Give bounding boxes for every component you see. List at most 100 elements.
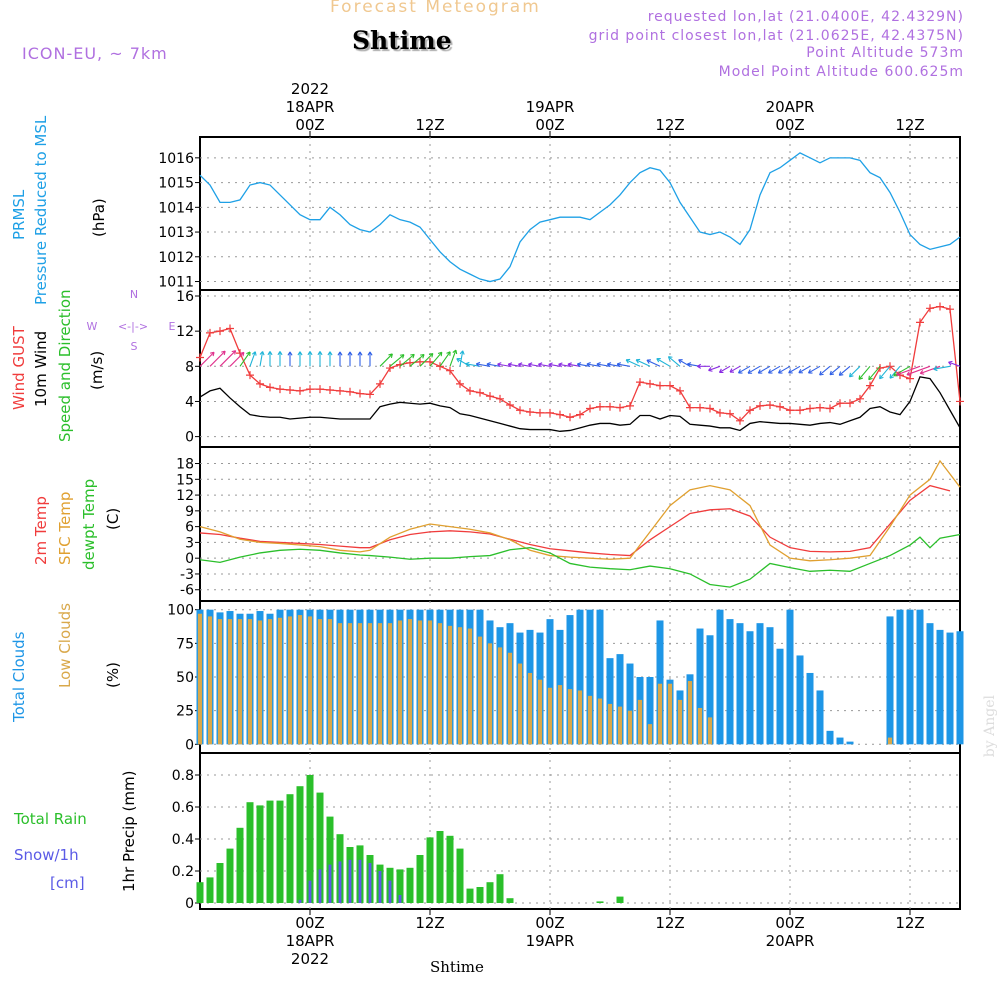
top-time-label: 20APR bbox=[766, 98, 815, 116]
top-time-label: 12Z bbox=[655, 116, 684, 134]
bar-low-clouds bbox=[397, 620, 403, 745]
gust-marker bbox=[286, 386, 294, 395]
wind-arrow-head bbox=[757, 369, 763, 374]
wind-arrow bbox=[849, 365, 861, 378]
gust-marker bbox=[576, 410, 584, 419]
gust-marker bbox=[446, 366, 454, 375]
wind-arrow-head bbox=[548, 362, 553, 368]
bar-total-rain bbox=[316, 792, 324, 903]
gust-marker bbox=[886, 362, 894, 371]
wind-arrow bbox=[896, 365, 921, 376]
gust-marker bbox=[266, 383, 274, 392]
bar-snow-1h bbox=[388, 880, 392, 903]
wind-arrow-head bbox=[838, 371, 844, 376]
bar-low-clouds bbox=[197, 613, 203, 745]
wind-arrow bbox=[229, 351, 245, 367]
bar-total-clouds bbox=[816, 690, 824, 745]
bar-total-clouds bbox=[736, 623, 744, 745]
wind-arrow bbox=[838, 365, 851, 376]
precip-label-rain: Total Rain bbox=[14, 810, 87, 828]
y-tick-label: 1015 bbox=[158, 176, 194, 192]
wind-arrow bbox=[459, 350, 464, 367]
wind-arrow bbox=[819, 365, 831, 376]
gust-marker bbox=[866, 381, 874, 390]
wind-arrow-head bbox=[287, 351, 293, 356]
gust-marker bbox=[516, 406, 524, 415]
bar-total-clouds bbox=[646, 677, 654, 745]
precip-label-snow: Snow/1h bbox=[14, 846, 79, 864]
wind-arrow bbox=[249, 351, 256, 367]
gust-marker bbox=[736, 416, 744, 425]
wind-arrow bbox=[259, 351, 264, 367]
gust-marker bbox=[206, 328, 214, 337]
bar-total-clouds bbox=[626, 663, 634, 745]
bar-low-clouds bbox=[437, 623, 443, 745]
bar-low-clouds bbox=[687, 681, 693, 745]
wind-arrow-head bbox=[239, 351, 245, 357]
gust-marker bbox=[646, 379, 654, 388]
gust-marker bbox=[626, 401, 634, 410]
bar-low-clouds bbox=[317, 619, 323, 745]
bar-snow-1h bbox=[398, 895, 402, 903]
wind-arrow-head bbox=[933, 366, 938, 372]
bottom-caption: Shtime bbox=[430, 958, 484, 976]
series-line-sfc-temp bbox=[199, 459, 961, 562]
bar-low-clouds bbox=[307, 616, 313, 745]
panel-frame-wind bbox=[199, 289, 961, 448]
top-time-label: 2022 bbox=[291, 80, 329, 98]
wind-arrow bbox=[379, 353, 393, 367]
wind-arrow-head bbox=[747, 369, 753, 374]
gust-marker bbox=[716, 408, 724, 417]
bar-low-clouds bbox=[467, 628, 473, 745]
wind-arrow-head bbox=[868, 375, 873, 381]
bar-total-rain bbox=[396, 869, 404, 903]
wind-arrow bbox=[933, 365, 951, 370]
gust-marker bbox=[476, 388, 484, 397]
gust-marker bbox=[876, 364, 884, 373]
wind-arrow bbox=[788, 365, 801, 374]
gust-marker bbox=[536, 408, 544, 417]
gust-marker bbox=[386, 364, 394, 373]
compass-e: E bbox=[169, 320, 176, 333]
bar-total-rain bbox=[266, 800, 274, 903]
gust-marker bbox=[546, 408, 554, 417]
compass-w: W bbox=[87, 320, 98, 333]
bar-total-clouds bbox=[606, 658, 614, 745]
wind-arrow bbox=[586, 363, 601, 367]
wind-arrow bbox=[906, 365, 931, 376]
bar-total-rain bbox=[616, 896, 624, 903]
gust-marker bbox=[296, 386, 304, 395]
bar-total-rain bbox=[306, 775, 314, 903]
bar-low-clouds bbox=[247, 619, 253, 745]
gust-marker bbox=[836, 399, 844, 408]
wind-arrow bbox=[729, 365, 741, 373]
wind-arrow-head bbox=[848, 372, 854, 378]
bar-snow-1h bbox=[308, 880, 312, 903]
y-tick-label: 75 bbox=[176, 636, 194, 652]
y-tick-label: 0 bbox=[185, 896, 194, 912]
bar-total-clouds bbox=[586, 609, 594, 745]
y-tick-label: 1014 bbox=[158, 200, 194, 216]
y-tick-label: 0.4 bbox=[172, 832, 194, 848]
wind-arrow-head bbox=[596, 362, 601, 368]
bar-low-clouds bbox=[507, 652, 513, 745]
bar-low-clouds bbox=[527, 672, 533, 745]
meteogram-title: Forecast Meteogram bbox=[330, 0, 541, 17]
wind-arrow-head bbox=[635, 358, 641, 364]
wind-arrow bbox=[607, 363, 621, 367]
wind-arrow-head bbox=[251, 351, 257, 356]
gust-marker bbox=[686, 403, 694, 412]
gust-marker bbox=[676, 386, 684, 395]
wind-arrow-head bbox=[307, 351, 313, 356]
bar-total-clouds bbox=[826, 730, 834, 745]
panel-frame-precip bbox=[199, 752, 961, 910]
wind-arrow bbox=[538, 363, 551, 367]
wind-arrow-head bbox=[428, 352, 434, 358]
bar-low-clouds bbox=[257, 620, 263, 745]
y-tick-label: 0.8 bbox=[172, 768, 194, 784]
gust-marker bbox=[486, 392, 494, 401]
wind-arrow-head bbox=[586, 362, 591, 368]
y-tick-label: 0.6 bbox=[172, 800, 194, 816]
bottom-time-label: 00Z bbox=[295, 914, 324, 932]
wind-arrow-head bbox=[718, 368, 724, 374]
